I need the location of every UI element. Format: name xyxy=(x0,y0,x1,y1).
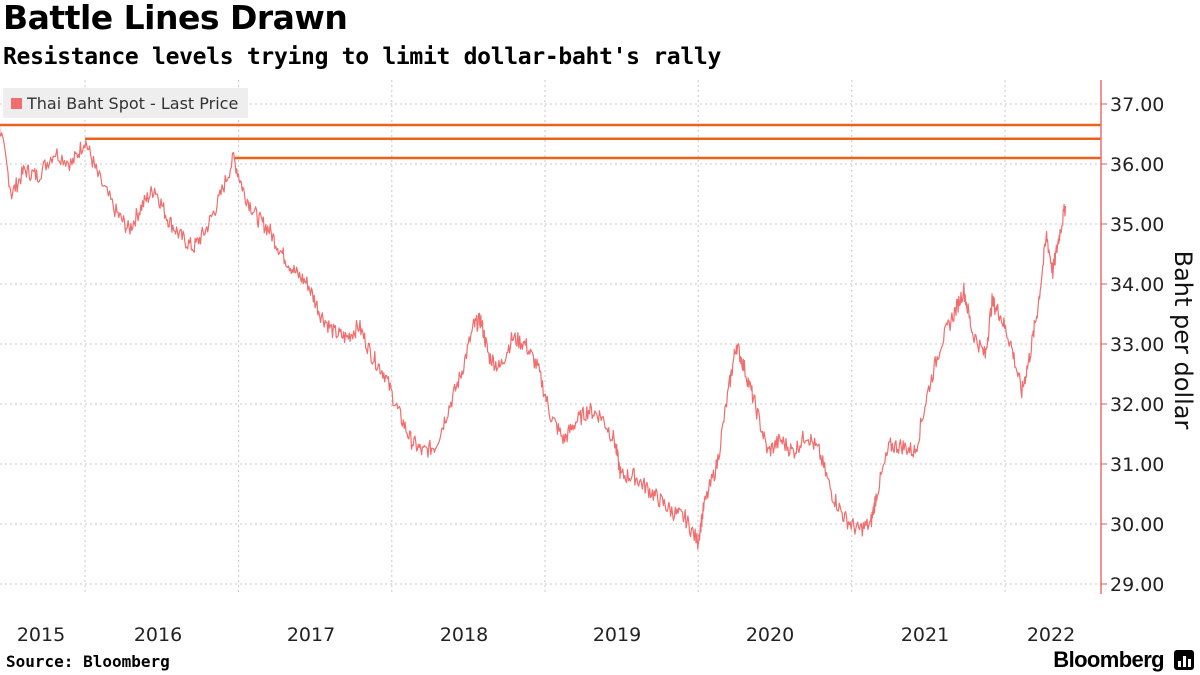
y-tick-label: 31.00 xyxy=(1110,454,1164,476)
y-axis-label: Baht per dollar xyxy=(1169,251,1197,430)
series-line-thai-baht xyxy=(0,124,1066,550)
y-tick-label: 37.00 xyxy=(1110,94,1164,116)
x-tick-label: 2021 xyxy=(901,624,949,646)
y-tick-label: 30.00 xyxy=(1110,514,1164,536)
page-subtitle: Resistance levels trying to limit dollar… xyxy=(3,44,722,70)
y-tick-label: 36.00 xyxy=(1110,154,1164,176)
x-tick-label: 2018 xyxy=(440,624,488,646)
x-tick-label: 2016 xyxy=(134,624,182,646)
legend-swatch xyxy=(11,97,22,109)
y-axis-ticks: 37.00 36.00 35.00 34.00 33.00 32.00 31.00 30.00… xyxy=(1101,94,1164,596)
source-note: Source: Bloomberg xyxy=(6,652,170,671)
grid-lines xyxy=(0,80,1101,594)
legend-label: Thai Baht Spot - Last Price xyxy=(27,93,239,113)
x-tick-label: 2019 xyxy=(593,624,641,646)
series-layer xyxy=(0,124,1066,550)
y-tick-label: 29.00 xyxy=(1110,574,1164,596)
chart-legend: Thai Baht Spot - Last Price xyxy=(3,88,249,118)
x-tick-label: 2020 xyxy=(746,624,794,646)
x-tick-label: 2022 xyxy=(1027,624,1075,646)
page-title: Battle Lines Drawn xyxy=(3,0,348,37)
resistance-lines xyxy=(0,123,1101,160)
y-tick-label: 35.00 xyxy=(1110,214,1164,236)
brand-logo-text: Bloomberg xyxy=(1053,647,1164,672)
y-tick-label: 32.00 xyxy=(1110,394,1164,416)
y-tick-label: 34.00 xyxy=(1110,274,1164,296)
y-tick-label: 33.00 xyxy=(1110,334,1164,356)
bloomberg-bars-icon xyxy=(1174,650,1194,670)
x-axis-ticks: 2015 2016 2017 2018 2019 2020 2021 2022 xyxy=(17,624,1075,646)
x-tick-label: 2017 xyxy=(287,624,335,646)
x-tick-label: 2015 xyxy=(17,624,65,646)
